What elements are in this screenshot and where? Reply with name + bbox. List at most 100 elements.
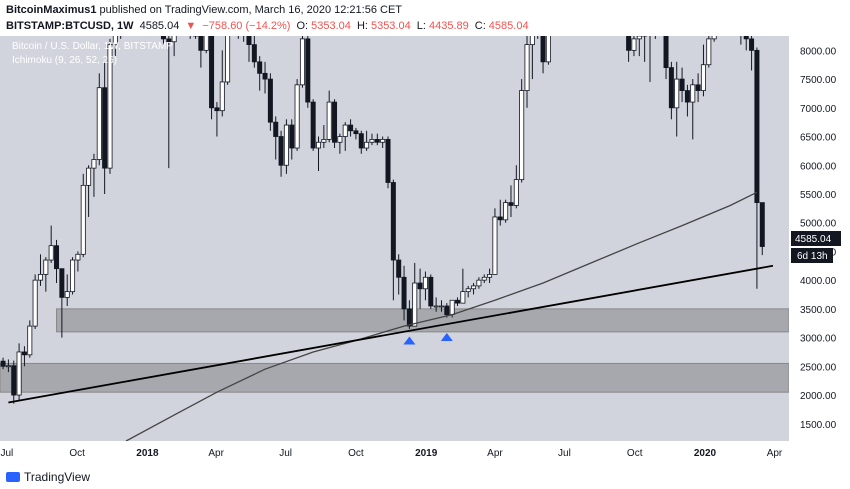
candle <box>237 36 239 39</box>
candle-body <box>385 139 391 183</box>
candle <box>674 61 680 137</box>
time-axis-background[interactable] <box>0 441 789 466</box>
candle <box>120 36 122 39</box>
candle <box>48 225 54 263</box>
candle <box>299 36 305 88</box>
candle-body <box>27 325 33 356</box>
candle <box>364 130 370 151</box>
candle-body <box>262 72 268 80</box>
candle <box>519 79 525 183</box>
symbol-label: BITSTAMP:BTCUSD, 1W <box>6 20 134 32</box>
candle-body <box>460 291 466 304</box>
open-label: O: <box>296 20 309 32</box>
bounce-marker-icon <box>403 336 416 345</box>
candle-body <box>540 36 546 63</box>
candle <box>481 274 487 284</box>
candle <box>91 153 97 197</box>
candle <box>75 251 81 272</box>
candle <box>476 277 482 289</box>
candle-body <box>674 78 680 109</box>
candle <box>112 36 118 57</box>
high-label: H: <box>356 20 368 32</box>
price-chart[interactable]: Bitcoin / U.S. Dollar, 1W, BITSTAMP Ichi… <box>0 36 850 466</box>
candle-body <box>358 133 364 149</box>
candle-body <box>529 36 535 46</box>
candle-body <box>711 36 717 40</box>
candle-body <box>0 360 6 367</box>
candle <box>107 38 113 174</box>
candle-body <box>754 49 760 203</box>
candle <box>59 268 65 338</box>
candle-body <box>299 38 305 86</box>
open-value: 5353.04 <box>311 20 351 32</box>
candle <box>759 202 765 256</box>
candle <box>537 36 539 39</box>
candle-body <box>64 291 70 298</box>
candle <box>369 133 375 146</box>
y-tick-label: 8000.00 <box>800 46 837 57</box>
candle <box>189 36 191 39</box>
candle <box>246 36 252 62</box>
x-tick-label: Oct <box>69 448 85 459</box>
candle <box>412 262 418 327</box>
candle-body <box>444 305 450 316</box>
candle-body <box>171 36 177 43</box>
candle-body <box>37 274 43 281</box>
x-tick-label: 2018 <box>136 448 159 459</box>
candle-body <box>96 87 102 160</box>
candle <box>540 36 546 74</box>
candle <box>700 44 706 97</box>
y-tick-label: 6500.00 <box>800 133 837 144</box>
candle-body <box>684 90 690 103</box>
candle-body <box>481 276 487 281</box>
candle-body <box>374 139 380 143</box>
candle-body <box>75 253 81 261</box>
candle-body <box>203 36 209 51</box>
candle-body <box>283 124 289 166</box>
candle-body <box>508 202 514 206</box>
candle-body <box>519 90 525 181</box>
candle <box>70 257 76 295</box>
candle-body <box>471 285 477 290</box>
candle <box>283 119 289 174</box>
author-name[interactable]: BitcoinMaximus1 <box>6 4 97 16</box>
candle-body <box>524 44 530 91</box>
candle-body <box>428 276 434 307</box>
candle-body <box>251 44 257 63</box>
candle-body <box>246 36 252 46</box>
candle-body <box>102 87 108 169</box>
close-label: C: <box>474 20 486 32</box>
candle-body <box>545 36 551 63</box>
candle-body <box>267 78 273 123</box>
publish-line: BitcoinMaximus1 published on TradingView… <box>6 4 402 16</box>
candle <box>262 61 268 94</box>
candle-body <box>219 81 225 112</box>
x-tick-label: Apr <box>767 448 783 459</box>
tradingview-logo[interactable]: TradingView <box>6 470 90 484</box>
candle-body <box>209 36 215 109</box>
candle-body <box>294 84 300 149</box>
y-tick-label: 3000.00 <box>800 334 837 345</box>
candle <box>348 119 354 137</box>
candle-body <box>91 159 97 169</box>
candle <box>749 36 755 71</box>
candle-body <box>326 101 332 140</box>
x-tick-label: Jul <box>0 448 13 459</box>
tradingview-icon <box>6 472 20 482</box>
candle <box>642 36 648 62</box>
candle <box>225 36 231 85</box>
candle-body <box>16 351 22 396</box>
candle <box>32 274 38 329</box>
candle-body <box>690 84 696 103</box>
x-tick-label: Jul <box>558 448 571 459</box>
candle-body <box>337 136 343 143</box>
candle-body <box>278 136 284 166</box>
last-price: 4585.04 <box>139 20 180 32</box>
candle-body <box>11 365 17 396</box>
candle-body <box>353 130 359 135</box>
candle <box>508 185 514 217</box>
candle <box>160 36 166 45</box>
candle <box>278 130 284 177</box>
candle <box>219 50 225 117</box>
candle <box>214 102 220 137</box>
